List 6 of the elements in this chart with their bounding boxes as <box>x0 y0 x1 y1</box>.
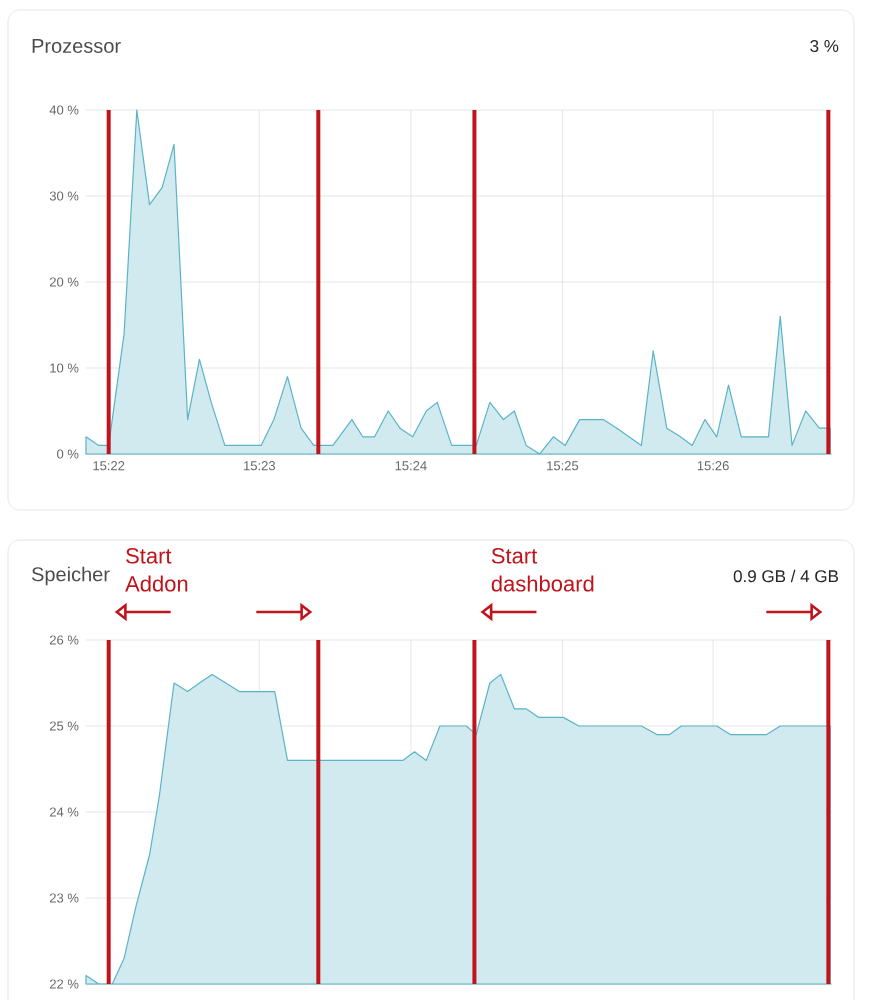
chart-subtitle: 0.9 GB / 4 GB <box>733 569 839 583</box>
chart-title: Speicher <box>31 566 110 586</box>
text: Start Addon <box>125 548 188 592</box>
chart-title: Prozessor <box>32 39 121 53</box>
chart-subtitle: 3 % <box>810 39 839 53</box>
text: Start dashboard <box>491 548 594 592</box>
